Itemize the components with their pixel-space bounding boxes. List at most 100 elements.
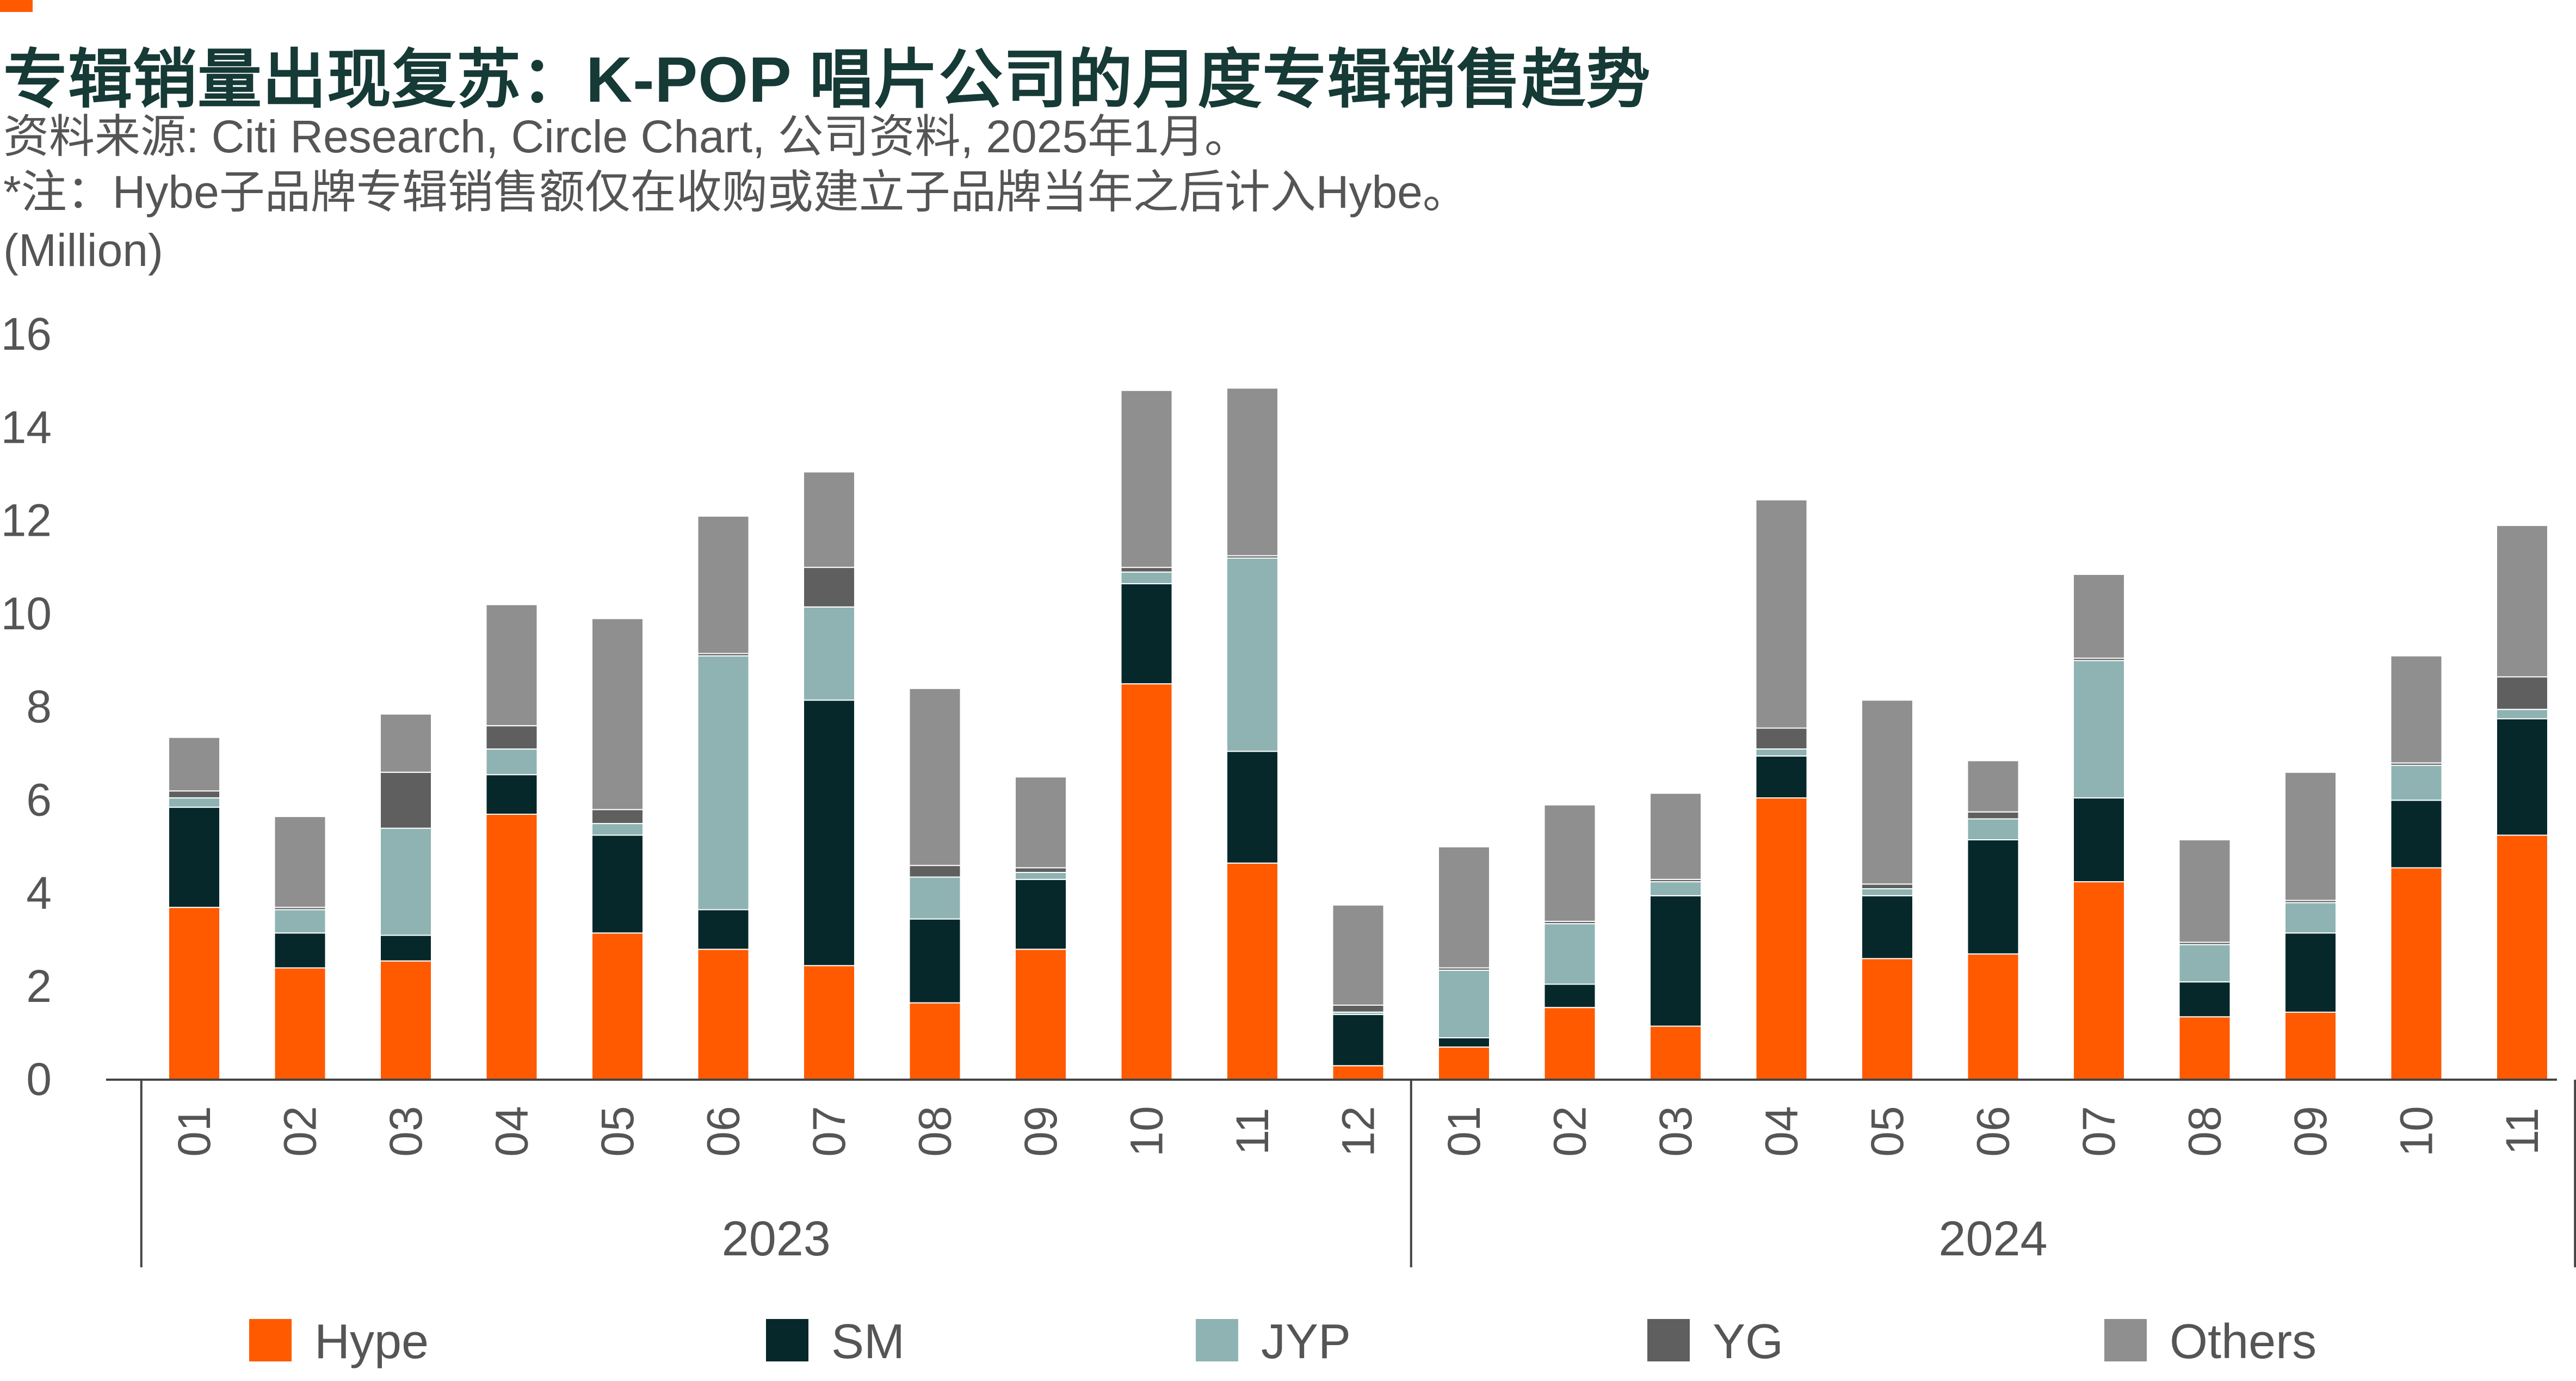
bar-segment-hype-2024-03 <box>1650 1025 1702 1080</box>
legend-swatch-sm <box>766 1319 808 1361</box>
bar-segment-others-2024-03 <box>1650 792 1702 880</box>
y-tick-label-12: 12 <box>1 495 52 546</box>
x-tick-label-2024-03: 03 <box>1650 1106 1701 1156</box>
bar-stack-2023-03 <box>380 713 432 1080</box>
bar-segment-sm-2023-11 <box>1226 751 1278 864</box>
x-group-label-2023: 2023 <box>722 1212 831 1266</box>
chart-title: 专辑销量出现复苏：K-POP 唱片公司的月度专辑销售趋势 <box>3 44 1651 116</box>
bar-segment-jyp-2023-02 <box>274 909 326 934</box>
bar-segment-hype-2023-07 <box>803 965 855 1080</box>
x-tick-label-2024-02: 02 <box>1545 1106 1596 1156</box>
bar-segment-hype-2024-02 <box>1543 1007 1596 1081</box>
x-tick-label-2023-03: 03 <box>380 1106 431 1156</box>
x-tick-label-2024-11: 11 <box>2497 1107 2548 1155</box>
bar-segment-others-2023-11 <box>1226 387 1278 556</box>
bar-segment-others-2024-06 <box>1967 760 2019 813</box>
bar-segment-yg-2023-08 <box>909 865 961 878</box>
legend-label-yg: YG <box>1713 1315 1783 1369</box>
bar-segment-yg-2023-05 <box>591 809 644 825</box>
x-group-label-2024: 2024 <box>1938 1212 2047 1266</box>
x-tick-label-2024-01: 01 <box>1438 1106 1490 1156</box>
bar-segment-sm-2024-09 <box>2284 932 2337 1013</box>
bar-segment-others-2024-01 <box>1438 846 1490 969</box>
bar-segment-hype-2023-10 <box>1120 683 1173 1080</box>
x-tick-label-2023-01: 01 <box>169 1106 220 1156</box>
bar-segment-hype-2023-01 <box>168 907 220 1080</box>
bar-stack-2023-11 <box>1226 387 1278 1081</box>
legend-swatch-others <box>2104 1319 2147 1361</box>
legend-swatch-yg <box>1647 1319 1690 1361</box>
bar-segment-sm-2023-06 <box>697 909 750 950</box>
bar-segment-sm-2023-03 <box>380 934 432 962</box>
bar-segment-sm-2023-07 <box>803 699 855 967</box>
bar-segment-yg-2023-01 <box>168 790 220 798</box>
bar-stack-2024-04 <box>1755 499 1808 1080</box>
bar-segment-jyp-2024-06 <box>1967 818 2019 840</box>
bar-segment-others-2023-05 <box>591 618 644 810</box>
bar-stack-2024-02 <box>1543 804 1596 1081</box>
bar-segment-hype-2023-02 <box>274 967 326 1080</box>
bar-segment-hype-2024-09 <box>2284 1011 2337 1081</box>
legend-label-jyp: JYP <box>1261 1315 1351 1369</box>
legend-item-hype: Hype <box>249 1315 429 1369</box>
bar-segment-sm-2024-08 <box>2178 981 2231 1018</box>
x-tick-label-2023-11: 11 <box>1227 1107 1278 1155</box>
bar-segment-yg-2023-10 <box>1120 567 1173 573</box>
bar-stack-2024-08 <box>2178 839 2231 1081</box>
bar-segment-jyp-2023-04 <box>485 748 538 776</box>
y-tick-label-8: 8 <box>26 681 52 732</box>
bar-segment-jyp-2024-11 <box>2496 709 2548 720</box>
bar-segment-jyp-2023-10 <box>1120 571 1173 585</box>
y-tick-label-14: 14 <box>1 401 52 453</box>
bar-segment-jyp-2024-01 <box>1438 969 1490 1039</box>
bar-segment-sm-2024-04 <box>1755 755 1808 799</box>
bar-segment-sm-2023-02 <box>274 932 326 969</box>
bar-stack-2023-09 <box>1015 776 1067 1081</box>
x-tick-label-2023-07: 07 <box>804 1106 855 1156</box>
bar-stack-2023-02 <box>274 816 326 1080</box>
bar-segment-hype-2024-01 <box>1438 1046 1490 1080</box>
bar-segment-sm-2024-07 <box>2073 797 2125 883</box>
bar-segment-others-2023-06 <box>697 515 750 654</box>
bar-segment-others-2024-05 <box>1861 699 1913 885</box>
bar-segment-others-2024-10 <box>2390 655 2443 764</box>
bar-segment-sm-2023-10 <box>1120 583 1173 685</box>
bar-segment-hype-2024-10 <box>2390 867 2443 1081</box>
legend-item-jyp: JYP <box>1196 1315 1351 1369</box>
bar-segment-others-2023-08 <box>909 688 961 866</box>
x-tick-label-2024-08: 08 <box>2179 1106 2231 1156</box>
bar-segment-others-2023-03 <box>380 713 432 773</box>
bar-segment-yg-2023-12 <box>1332 1005 1385 1013</box>
bar-segment-hype-2024-05 <box>1861 958 1913 1081</box>
bar-segment-sm-2023-05 <box>591 834 644 934</box>
bar-stack-2024-05 <box>1861 699 1913 1081</box>
bar-segment-hype-2023-08 <box>909 1002 961 1080</box>
bar-segment-yg-2023-03 <box>380 771 432 829</box>
bar-segment-hype-2024-08 <box>2178 1016 2231 1081</box>
bar-segment-sm-2024-05 <box>1861 895 1913 959</box>
bar-segment-hype-2023-06 <box>697 949 750 1081</box>
bar-stack-2024-06 <box>1967 760 2019 1081</box>
bar-segment-sm-2023-08 <box>909 918 961 1004</box>
bar-segment-hype-2023-12 <box>1332 1065 1385 1081</box>
bar-stack-2023-10 <box>1120 389 1173 1080</box>
legend-swatch-hype <box>249 1319 292 1361</box>
bar-segment-yg-2023-04 <box>485 725 538 750</box>
x-tick-label-2023-08: 08 <box>910 1106 961 1156</box>
bar-segment-hype-2024-06 <box>1967 953 2019 1081</box>
bar-stack-2024-03 <box>1650 792 1702 1080</box>
bar-stack-2023-04 <box>485 604 538 1081</box>
bar-segment-yg-2024-04 <box>1755 727 1808 750</box>
bar-stack-2024-11 <box>2496 525 2548 1080</box>
legend-item-others: Others <box>2104 1315 2316 1369</box>
legend: Hype SM JYP YG Others <box>249 1315 2316 1369</box>
bar-stack-2024-10 <box>2390 655 2443 1081</box>
y-tick-label-2: 2 <box>26 961 52 1012</box>
bar-segment-sm-2024-06 <box>1967 839 2019 955</box>
bar-segment-sm-2024-01 <box>1438 1037 1490 1048</box>
accent-mark <box>0 0 33 12</box>
bar-segment-sm-2024-02 <box>1543 983 1596 1008</box>
axes-layer <box>106 1079 2576 1267</box>
y-tick-label-16: 16 <box>1 308 52 360</box>
